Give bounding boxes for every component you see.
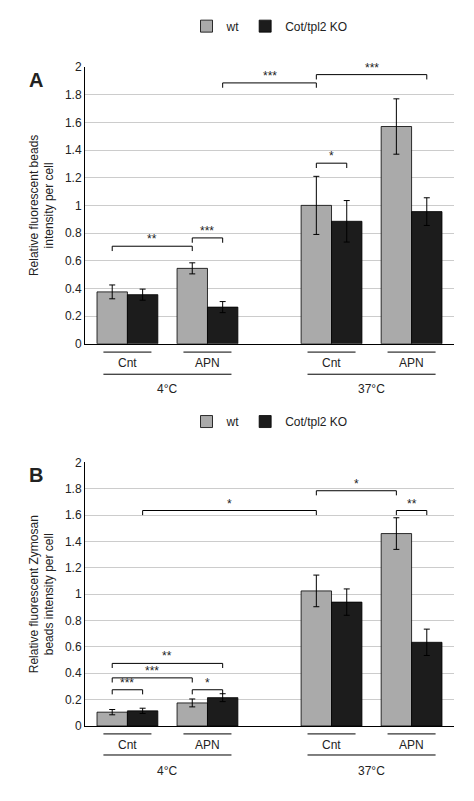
svg-text:Cnt: Cnt	[322, 356, 341, 370]
svg-text:1.2: 1.2	[65, 171, 82, 185]
svg-text:wt: wt	[226, 20, 240, 34]
svg-text:Relative fluorescent beadsinte: Relative fluorescent beadsintensity per …	[27, 135, 57, 276]
svg-text:2: 2	[75, 456, 82, 470]
svg-text:*: *	[227, 497, 232, 511]
svg-text:**: **	[162, 649, 172, 663]
svg-text:1.4: 1.4	[65, 143, 82, 157]
svg-text:4°C: 4°C	[157, 764, 177, 778]
svg-text:Cnt: Cnt	[118, 356, 137, 370]
svg-text:APN: APN	[399, 738, 424, 752]
svg-text:Cnt: Cnt	[322, 738, 341, 752]
svg-text:0.8: 0.8	[65, 226, 82, 240]
svg-text:wt: wt	[226, 415, 240, 429]
svg-text:A: A	[29, 69, 43, 91]
svg-text:0: 0	[75, 719, 82, 733]
svg-text:Cot/tpl2 KO: Cot/tpl2 KO	[285, 20, 347, 34]
svg-text:0.4: 0.4	[65, 666, 82, 680]
svg-text:***: ***	[120, 676, 134, 690]
svg-text:1: 1	[75, 587, 82, 601]
svg-text:1.8: 1.8	[65, 88, 82, 102]
svg-text:*: *	[354, 477, 359, 491]
svg-text:*: *	[205, 676, 210, 690]
svg-text:1.6: 1.6	[65, 116, 82, 130]
svg-text:***: ***	[263, 69, 277, 83]
svg-text:APN: APN	[399, 356, 424, 370]
svg-text:0.6: 0.6	[65, 254, 82, 268]
svg-text:37°C: 37°C	[358, 382, 385, 396]
svg-text:**: **	[407, 497, 417, 511]
svg-text:APN: APN	[195, 738, 220, 752]
svg-text:*: *	[329, 149, 334, 163]
svg-text:1.6: 1.6	[65, 508, 82, 522]
svg-text:***: ***	[145, 664, 159, 678]
svg-text:0.8: 0.8	[65, 614, 82, 628]
svg-text:Cot/tpl2 KO: Cot/tpl2 KO	[285, 415, 347, 429]
svg-text:1.4: 1.4	[65, 535, 82, 549]
svg-text:1: 1	[75, 199, 82, 213]
svg-text:0.6: 0.6	[65, 640, 82, 654]
svg-text:***: ***	[365, 61, 379, 75]
svg-text:1.8: 1.8	[65, 482, 82, 496]
svg-text:APN: APN	[195, 356, 220, 370]
svg-text:0.2: 0.2	[65, 309, 82, 323]
svg-text:**: **	[147, 232, 157, 246]
svg-text:37°C: 37°C	[358, 764, 385, 778]
svg-text:Relative fluorescent Zymosanbe: Relative fluorescent Zymosanbeads intens…	[27, 515, 57, 673]
svg-text:2: 2	[75, 60, 82, 74]
svg-text:0: 0	[75, 337, 82, 351]
svg-text:Cnt: Cnt	[118, 738, 137, 752]
svg-text:0.4: 0.4	[65, 282, 82, 296]
svg-text:***: ***	[200, 224, 214, 238]
svg-text:4°C: 4°C	[157, 382, 177, 396]
svg-text:B: B	[29, 464, 43, 486]
svg-text:1.2: 1.2	[65, 561, 82, 575]
svg-text:0.2: 0.2	[65, 693, 82, 707]
